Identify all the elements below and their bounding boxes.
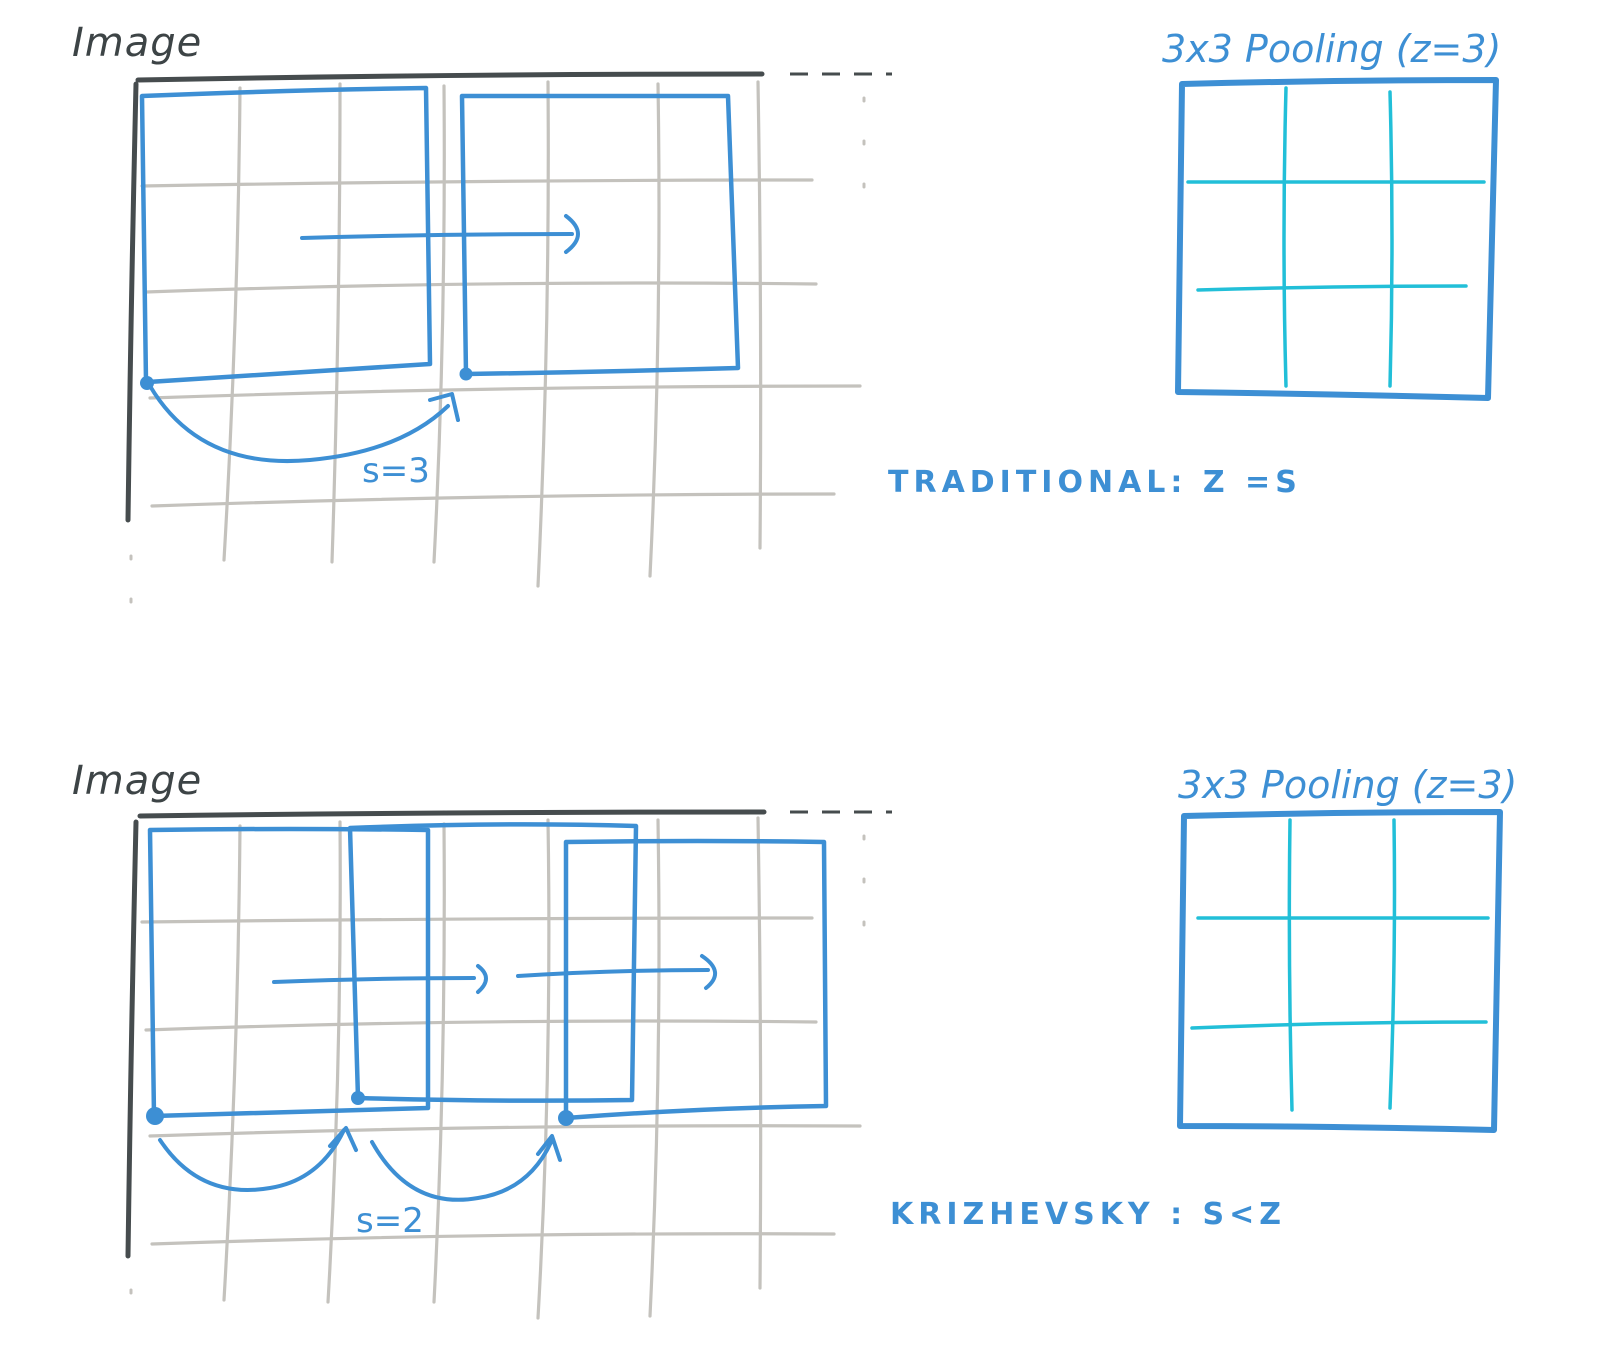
bottom-slide-arrow-1 — [272, 964, 488, 994]
bottom-pool-grid — [1177, 809, 1503, 1133]
top-image-grid — [129, 80, 866, 606]
bottom-caption: KRIZHEVSKY : S<Z — [890, 1197, 1286, 1232]
bottom-image-grid — [129, 816, 866, 1332]
top-window-1-anchor — [140, 376, 154, 390]
bottom-slide-arrow-2 — [516, 954, 717, 990]
bottom-image-left-edge — [125, 819, 139, 1259]
bottom-pool-window-3 — [563, 838, 829, 1121]
top-image-top-edge — [135, 71, 765, 83]
top-image-label: Image — [72, 20, 202, 66]
top-pool-window-2 — [459, 93, 741, 377]
bottom-window-1-anchor — [146, 1107, 164, 1125]
top-pool-window-1 — [139, 85, 433, 385]
bottom-window-2-anchor — [351, 1091, 365, 1105]
top-image-left-edge — [125, 81, 139, 523]
bottom-stride-arc-1 — [158, 1126, 358, 1192]
bottom-stride-label: s=2 — [356, 1201, 424, 1241]
bottom-window-3-anchor — [558, 1110, 574, 1126]
bottom-pool-window-2 — [347, 822, 639, 1103]
bottom-stride-arc-2 — [370, 1134, 562, 1202]
top-panel: Image s=3 3x3 Po — [72, 20, 1501, 606]
top-pool-grid — [1175, 77, 1499, 401]
top-pool-label: 3x3 Pooling (z=3) — [1162, 27, 1501, 71]
top-stride-label: s=3 — [362, 451, 430, 491]
bottom-panel: Image — [72, 758, 1517, 1332]
bottom-image-top-edge — [137, 809, 767, 819]
bottom-pool-label: 3x3 Pooling (z=3) — [1178, 763, 1517, 807]
top-window-2-anchor — [459, 367, 473, 381]
bottom-image-label: Image — [72, 758, 202, 804]
top-slide-arrow — [300, 214, 580, 254]
top-stride-arc — [148, 384, 460, 463]
top-caption: TRADITIONAL: Z =S — [888, 465, 1302, 500]
bottom-pool-window-1 — [147, 826, 431, 1119]
